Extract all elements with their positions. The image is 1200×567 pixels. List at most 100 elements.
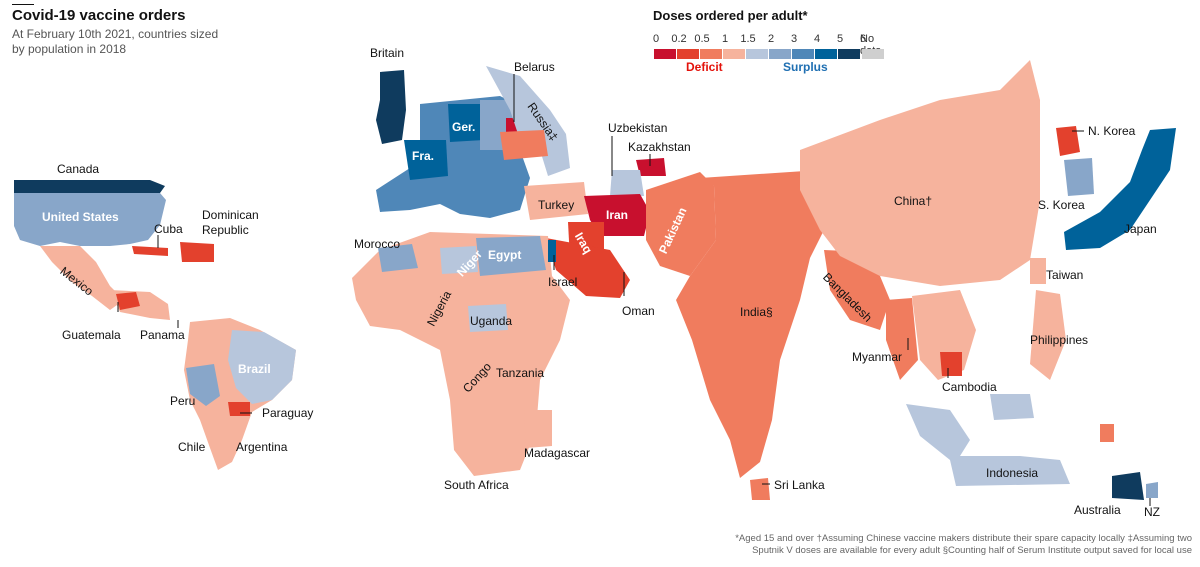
region-canada [14,180,165,193]
label-kazakhstan: Kazakhstan [628,140,691,154]
region-israel [548,240,556,262]
legend-tick-label: 5 [836,33,844,45]
legend-swatch [654,49,676,59]
label-tanzania: Tanzania [496,366,545,380]
region-japan [1064,128,1176,250]
region-philippines [1030,290,1066,380]
label-china: China† [894,194,933,208]
legend-swatch [746,49,768,59]
legend: Doses ordered per adult* 0 0.2 0.5 1 1.5 2 3 4 5… [650,8,884,74]
label-belarus: Belarus [514,60,555,74]
label-paraguay: Paraguay [262,406,314,420]
label-cambodia: Cambodia [942,380,997,394]
label-peru: Peru [170,394,196,408]
legend-tick-label: 0.5 [694,33,710,45]
label-egypt: Egypt [488,248,522,262]
label-indonesia: Indonesia [986,466,1039,480]
label-taiwan: Taiwan [1046,268,1084,282]
region-africa [352,232,570,476]
region-ukraine [500,130,548,160]
region-brazil [228,330,296,404]
label-israel: Israel [548,275,578,289]
region-china [800,60,1040,286]
region-malaysia [990,394,1034,420]
region-cambodia [940,352,962,376]
label-argentina: Argentina [236,440,288,454]
legend-tick-label: 6 [859,33,867,45]
legend-swatch [815,49,837,59]
region-morocco [378,244,418,272]
chart-title: Covid-19 vaccine orders [12,7,186,24]
legend-ticks: 0 0.2 0.5 1 1.5 2 3 4 5 6 [650,33,920,47]
region-britain [376,70,406,144]
region-guatemala [116,292,140,310]
region-nz [1146,482,1158,498]
region-turkey [524,182,588,220]
label-morocco: Morocco [354,237,401,251]
label-united-states: United States [42,210,119,224]
legend-swatch [838,49,860,59]
label-france: Fra. [412,149,435,163]
region-peru [186,364,220,406]
region-niger [440,246,478,274]
label-guatemala: Guatemala [62,328,121,342]
region-kazakhstan [636,158,666,176]
region-sri-lanka [750,478,770,500]
label-s-korea: S. Korea [1038,198,1085,212]
region-arabia [546,238,630,298]
chart-subtitle: At February 10th 2021, countries sized b… [12,27,219,56]
label-japan: Japan [1124,222,1157,236]
label-chile: Chile [178,440,206,454]
label-panama: Panama [140,328,185,342]
label-n-korea: N. Korea [1088,124,1136,138]
region-pakistan [646,172,716,276]
legend-nodata-swatch [862,49,884,59]
label-australia: Australia [1074,503,1121,517]
label-uganda: Uganda [470,314,513,328]
label-south-africa: South Africa [444,478,509,492]
label-turkey: Turkey [538,198,575,212]
legend-tick-label: 4 [813,33,821,45]
region-myanmar [886,298,918,380]
label-dominican-republic: Dominican Republic [202,208,259,237]
region-cuba [132,246,168,256]
label-myanmar: Myanmar [852,350,903,364]
label-india: India§ [740,305,773,319]
region-png [1100,424,1114,442]
legend-color-scale [654,49,861,59]
label-oman: Oman [622,304,655,318]
region-united-states [14,193,166,246]
label-nz: NZ [1144,505,1160,519]
label-canada: Canada [57,162,100,176]
region-france [404,140,448,180]
region-madagascar [524,410,552,448]
label-britain: Britain [370,46,405,60]
legend-swatch [677,49,699,59]
legend-swatch [792,49,814,59]
legend-tick-label: 0 [652,33,660,45]
title-rule [12,4,34,5]
label-brazil: Brazil [238,362,271,376]
region-taiwan [1030,258,1046,284]
label-cuba: Cuba [154,222,183,236]
label-germany: Ger. [452,120,476,134]
region-egypt [476,236,546,276]
label-iran: Iran [606,208,629,222]
label-uzbekistan: Uzbekistan [608,121,668,135]
legend-swatch [769,49,791,59]
footnote: *Aged 15 and over †Assuming Chinese vacc… [735,533,1192,556]
legend-tick-label: 0.2 [671,33,687,45]
legend-deficit-label: Deficit [686,60,723,74]
legend-title: Doses ordered per adult* [653,8,808,23]
label-sri-lanka: Sri Lanka [774,478,825,492]
legend-tick-label: 3 [790,33,798,45]
label-madagascar: Madagascar [524,446,591,460]
region-australia [1112,472,1144,500]
legend-tick-label: 1.5 [740,33,756,45]
region-india [676,170,824,478]
region-mexico [40,246,124,310]
region-n-korea [1056,126,1080,156]
region-russia [486,66,570,176]
legend-surplus-label: Surplus [783,60,828,74]
